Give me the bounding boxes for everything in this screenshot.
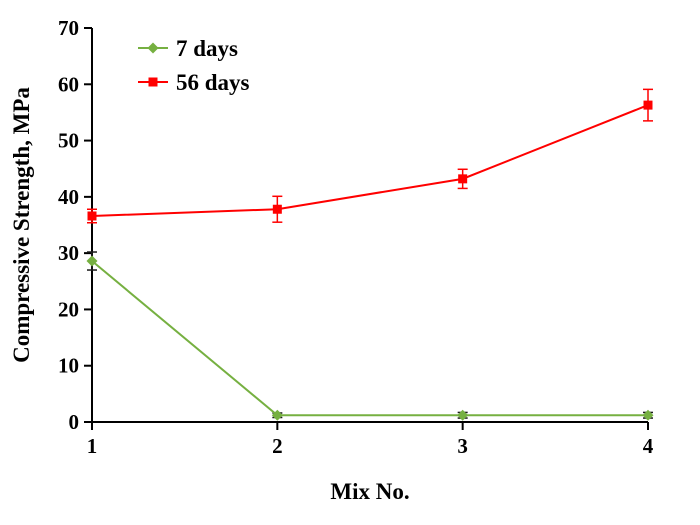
marker-square [458, 174, 468, 184]
y-tick-label: 0 [69, 410, 80, 434]
legend-label: 7 days [176, 36, 238, 61]
x-tick-label: 4 [643, 434, 654, 458]
marker-diamond [271, 409, 283, 421]
marker-diamond [147, 42, 159, 54]
marker-diamond [642, 409, 654, 421]
y-tick-label: 20 [58, 297, 79, 321]
marker-square [148, 77, 158, 87]
y-tick-label: 40 [58, 185, 79, 209]
y-axis-title: Compressive Strength, MPa [9, 87, 34, 363]
y-tick-label: 70 [58, 16, 79, 40]
marker-square [87, 211, 97, 221]
x-tick-label: 2 [272, 434, 283, 458]
x-tick-label: 3 [457, 434, 468, 458]
series-line-56-days [91, 104, 649, 217]
y-tick-label: 50 [58, 129, 79, 153]
marker-diamond [86, 255, 98, 267]
marker-square [643, 100, 653, 110]
marker-square [272, 204, 282, 214]
marker-diamond [457, 409, 469, 421]
series-line-7-days [91, 260, 648, 417]
y-tick-label: 10 [58, 354, 79, 378]
y-tick-label: 60 [58, 72, 79, 96]
x-tick-label: 1 [87, 434, 98, 458]
x-axis-title: Mix No. [330, 479, 410, 504]
legend-label: 56 days [176, 70, 250, 95]
y-tick-label: 30 [58, 241, 79, 265]
